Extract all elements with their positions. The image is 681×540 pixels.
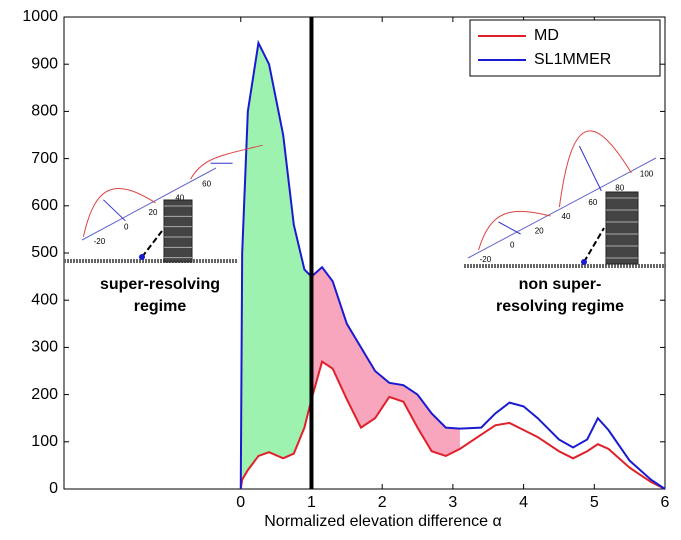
- legend-label: MD: [534, 27, 559, 44]
- inset-tick-label: 100: [640, 169, 654, 178]
- inset-marker: [498, 221, 521, 235]
- legend-box: [469, 19, 661, 77]
- y-tick-label: 700: [31, 150, 58, 167]
- x-axis-label: Normalized elevation difference α: [264, 513, 502, 530]
- inset-marker: [103, 199, 126, 222]
- y-tick-label: 300: [31, 339, 58, 356]
- inset-axis: [467, 157, 657, 259]
- inset-tick-label: -20: [480, 255, 492, 264]
- inset-tick-label: 60: [588, 198, 597, 207]
- inset-tick-label: -20: [94, 237, 106, 246]
- x-tick-label: 3: [448, 494, 457, 511]
- x-tick-label: 2: [378, 494, 387, 511]
- inset-tick-label: 20: [535, 226, 544, 235]
- y-tick-label: 500: [31, 244, 58, 261]
- inset-tick-label: 0: [510, 241, 515, 250]
- inset-sensor: [581, 259, 587, 265]
- y-tick-label: 800: [31, 103, 58, 120]
- annotation: resolving regime: [496, 298, 624, 315]
- inset-ray: [141, 230, 163, 258]
- annotation: non super-: [519, 276, 602, 293]
- inset-axis: [81, 167, 217, 241]
- x-tick-label: 6: [661, 494, 670, 511]
- annotation: regime: [134, 298, 187, 315]
- x-tick-label: 4: [519, 494, 528, 511]
- inset-curve: [82, 144, 263, 237]
- y-tick-label: 0: [49, 480, 58, 497]
- line-1: [239, 39, 666, 490]
- legend-label: SL1MMER: [534, 51, 611, 68]
- inset-sensor: [139, 254, 145, 260]
- inset-tick-label: 80: [615, 184, 624, 193]
- y-tick-label: 600: [31, 197, 58, 214]
- shaded-region: [311, 267, 460, 456]
- x-tick-label: 1: [307, 494, 316, 511]
- inset-building: [163, 199, 193, 263]
- x-tick-label: 0: [236, 494, 245, 511]
- shaded-region: [240, 42, 312, 490]
- inset-curve: [478, 130, 632, 251]
- annotation: super-resolving: [100, 276, 220, 293]
- y-tick-label: 200: [31, 386, 58, 403]
- inset-tick-label: 40: [562, 212, 571, 221]
- inset-building: [605, 191, 639, 265]
- y-tick-label: 900: [31, 55, 58, 72]
- inset-ray: [583, 227, 605, 263]
- line-0: [239, 359, 666, 490]
- y-tick-label: 1000: [22, 8, 58, 25]
- y-tick-label: 100: [31, 433, 58, 450]
- inset-tick-label: 40: [175, 194, 184, 203]
- inset-tick-label: 0: [124, 223, 129, 232]
- inset-tick-label: 20: [149, 208, 158, 217]
- inset-tick-label: 60: [202, 179, 211, 188]
- inset-marker: [578, 145, 602, 192]
- y-tick-label: 400: [31, 291, 58, 308]
- x-tick-label: 5: [590, 494, 599, 511]
